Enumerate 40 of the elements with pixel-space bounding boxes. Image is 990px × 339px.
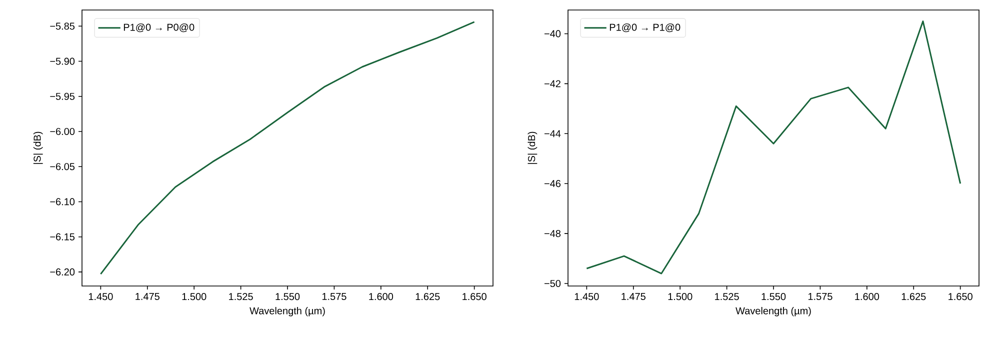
y-axis-title: |S| (dB) bbox=[528, 132, 538, 164]
y-tick-label: −42 bbox=[544, 80, 560, 88]
x-tick-label: 1.625 bbox=[902, 293, 926, 300]
x-axis-title: Wavelength (µm) bbox=[736, 306, 811, 316]
y-tick-label: −48 bbox=[544, 230, 561, 238]
x-tick-label: 1.650 bbox=[462, 293, 486, 300]
x-tick-label: 1.450 bbox=[88, 293, 113, 300]
y-tick-label: −50 bbox=[544, 280, 561, 288]
x-tick-label: 1.625 bbox=[416, 293, 440, 300]
line-series bbox=[586, 20, 962, 274]
line-series bbox=[100, 21, 476, 275]
x-tick-label: 1.575 bbox=[322, 293, 346, 300]
x-tick-label: 1.525 bbox=[715, 293, 739, 300]
x-tick-label: 1.575 bbox=[808, 293, 832, 300]
x-tick-label: 1.475 bbox=[136, 293, 160, 300]
x-tick-label: 1.450 bbox=[574, 293, 599, 300]
x-axis-title: Wavelength (µm) bbox=[250, 306, 325, 316]
y-tick-label: −6.10 bbox=[50, 198, 75, 206]
x-tick-label: 1.600 bbox=[855, 293, 880, 300]
x-tick-label: 1.500 bbox=[668, 293, 692, 300]
y-tick-label: −5.85 bbox=[50, 22, 75, 30]
legend-label: P1@0 → P0@0 bbox=[124, 23, 194, 32]
x-tick-label: 1.650 bbox=[948, 293, 972, 300]
x-tick-label: 1.600 bbox=[369, 293, 394, 300]
y-tick-label: −46 bbox=[544, 180, 561, 188]
y-tick-label: −6.05 bbox=[50, 163, 75, 170]
x-tick-label: 1.525 bbox=[229, 293, 253, 300]
y-axis-title: |S| (dB) bbox=[33, 132, 43, 164]
x-tick-label: 1.550 bbox=[762, 293, 786, 300]
legend-label: P1@0 → P1@0 bbox=[610, 23, 680, 32]
y-tick-label: −44 bbox=[544, 130, 561, 138]
x-tick-label: 1.500 bbox=[182, 293, 206, 300]
x-tick-label: 1.550 bbox=[276, 293, 300, 300]
y-tick-label: −6.00 bbox=[50, 128, 75, 136]
y-tick-label: −6.15 bbox=[50, 233, 75, 240]
y-tick-label: −6.20 bbox=[50, 268, 75, 276]
x-tick-label: 1.475 bbox=[622, 293, 646, 300]
y-tick-label: −5.90 bbox=[50, 58, 75, 65]
y-tick-label: −40 bbox=[544, 30, 561, 38]
y-tick-label: −5.95 bbox=[50, 92, 75, 100]
